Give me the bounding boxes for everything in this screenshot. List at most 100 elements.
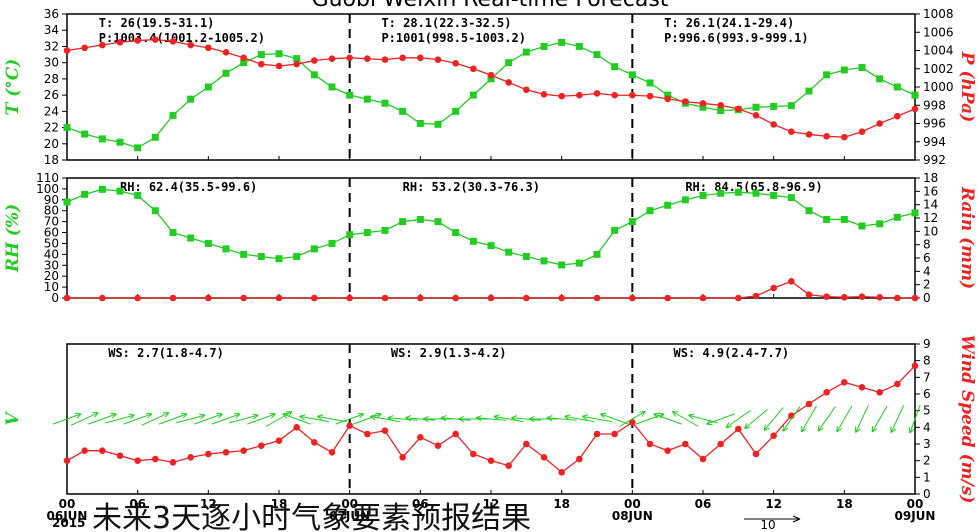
wind-vector [671,411,699,427]
data-point-t [469,91,477,99]
data-point-p [364,55,371,63]
data-point-rh [893,213,901,221]
data-point-ws [293,424,300,431]
data-point-p [629,91,636,99]
wind-vector [600,412,629,425]
data-point-rain [487,294,495,302]
data-point-p [381,56,389,63]
wind-vector [88,412,117,425]
data-point-p [664,95,671,103]
data-point-t [575,42,583,50]
data-point-rain [805,291,813,298]
wind-vector [817,406,836,432]
data-point-t [522,48,530,56]
x-tick-label: 18 [271,497,288,511]
data-point-rain [275,294,283,302]
wind-vector [123,412,153,425]
data-point-p [611,91,618,99]
data-point-rh [416,215,424,223]
wind-vector [353,412,382,425]
data-point-ws [434,442,442,449]
wind-vector [247,412,276,425]
data-point-rh [169,229,177,237]
data-point-p [858,128,866,136]
data-point-ws [399,454,406,461]
y-tick-label-right: 6 [923,387,931,401]
data-point-ws [346,422,353,429]
data-point-ws [646,440,654,448]
y-tick-label-right: 18 [923,171,938,185]
data-point-ws [911,362,919,369]
data-point-t [63,124,71,132]
data-point-rain [593,294,601,302]
wind-vector [52,412,82,425]
data-point-rain [770,284,777,292]
data-point-rh [505,248,513,256]
data-point-ws [99,447,106,454]
data-point-t [487,75,495,83]
data-point-t [823,71,831,79]
wind-vector [387,415,418,422]
data-point-t [293,55,301,63]
data-point-rh [63,198,71,206]
x-date-label: 06JUN [47,509,88,523]
data-point-p [805,131,813,138]
y-tick-label-left: 22 [44,121,59,135]
data-point-t [628,71,636,79]
y-tick-label-right: 992 [923,153,946,167]
data-point-t [593,51,601,59]
data-point-p [505,79,512,86]
y-tick-label-left: 36 [44,7,59,21]
wind-vector [141,412,170,426]
data-point-t [310,71,318,79]
vector-scale-label: 10 [760,518,775,532]
x-date-label: 09JUN [895,509,936,523]
data-point-t [434,120,442,128]
y-tick-label-right: 0 [923,291,931,305]
x-tick-label: 00 [624,497,641,511]
data-point-rain [558,294,565,302]
wind-vector [70,412,99,426]
stat-annotation: WS: 2.7(1.8-4.7) [108,346,224,360]
wind-vector [782,406,801,432]
data-point-rain [205,294,212,302]
wind-vector [475,415,506,422]
data-point-p [152,36,159,43]
y-tick-label-left: 28 [44,72,59,86]
stat-annotation: WS: 2.9(1.3-4.2) [391,346,507,360]
y-tick-label-right: 6 [923,251,931,265]
wind-vector [763,407,784,431]
wind-vector [836,405,853,433]
data-point-rain [63,294,71,302]
y-tick-label-left: 26 [44,88,59,102]
data-point-rh [611,226,619,234]
data-point-rh [328,239,336,247]
y-tick-label-left: 70 [44,215,59,229]
wind-vector [725,409,751,429]
wind-vector [335,412,365,425]
data-point-rh [681,196,689,204]
data-point-ws [894,380,901,388]
y-axis-title-left: RH (%) [3,204,23,273]
data-point-p [434,56,442,63]
data-point-ws [222,449,230,456]
y-tick-label-left: 90 [44,193,59,207]
data-point-t [893,83,901,91]
y-tick-label-left: 20 [44,137,59,151]
data-point-p [523,86,530,94]
data-point-p [240,54,247,62]
data-point-rh [434,218,442,226]
chart-caption: 未来3天逐小时气象要素预报结果 [92,501,531,532]
data-point-p [911,105,919,113]
wind-vector [511,415,542,422]
data-point-ws [205,450,212,458]
stat-annotation: WS: 4.9(2.4-7.7) [674,346,790,360]
y-axis-title-left: T (°C) [3,59,23,116]
data-point-ws [452,430,459,438]
data-point-p [452,59,459,67]
wind-vector [871,405,888,433]
data-point-rain [788,278,795,285]
x-tick-label: 18 [553,497,570,511]
data-point-t [151,133,159,141]
wind-vector [890,405,905,433]
